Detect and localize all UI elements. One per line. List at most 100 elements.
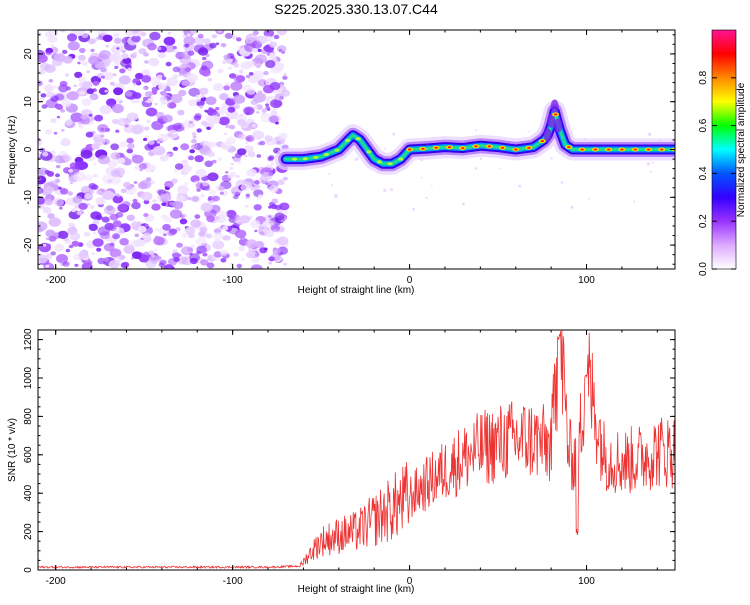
noise-speckle xyxy=(425,196,428,199)
noise-blob xyxy=(121,49,126,54)
noise-blob xyxy=(44,169,51,174)
noise-blob xyxy=(172,249,178,254)
noise-blob xyxy=(231,35,238,40)
noise-blob xyxy=(184,67,192,73)
noise-blob xyxy=(78,90,86,96)
noise-blob xyxy=(252,70,264,80)
noise-blob xyxy=(162,223,172,231)
noise-blob xyxy=(277,236,289,246)
ridge-spike xyxy=(550,99,559,114)
ridge-peak xyxy=(460,147,465,150)
noise-blob xyxy=(86,70,90,74)
noise-blob xyxy=(127,67,132,72)
noise-speckle xyxy=(412,207,415,211)
spectrogram-ytick-label: 20 xyxy=(23,48,34,60)
noise-blob xyxy=(130,257,134,260)
noise-blob xyxy=(76,210,83,216)
noise-speckle xyxy=(560,181,564,184)
spectrogram-ytick-label: -10 xyxy=(23,190,34,205)
noise-blob xyxy=(215,214,227,223)
noise-blob xyxy=(172,252,180,259)
noise-blob xyxy=(196,245,207,254)
snr-ytick-label: 0 xyxy=(23,567,34,573)
noise-blob xyxy=(100,67,107,73)
noise-blob xyxy=(66,33,78,42)
noise-blob xyxy=(95,214,103,221)
noise-blob xyxy=(248,72,254,76)
noise-blob xyxy=(199,87,209,95)
noise-speckle xyxy=(479,157,483,160)
noise-blob xyxy=(125,91,133,97)
noise-blob xyxy=(98,50,112,60)
noise-blob xyxy=(222,225,229,231)
noise-blob xyxy=(282,75,288,80)
noise-blob xyxy=(133,181,138,184)
noise-blob xyxy=(172,146,179,151)
ridge-peak xyxy=(447,146,452,149)
noise-blob xyxy=(101,216,110,223)
ridge-peak xyxy=(434,146,438,149)
noise-blob xyxy=(272,108,276,112)
noise-blob xyxy=(166,129,179,139)
noise-blob xyxy=(160,193,172,202)
ridge-peak xyxy=(646,148,651,151)
noise-blob xyxy=(108,212,113,216)
noise-blob xyxy=(223,54,231,60)
ridge-peak xyxy=(659,148,664,151)
noise-blob xyxy=(187,155,195,161)
noise-blob xyxy=(58,186,62,190)
noise-blob xyxy=(224,32,233,40)
noise-blob xyxy=(201,69,211,77)
noise-blob xyxy=(170,230,176,235)
noise-blob xyxy=(223,235,231,241)
noise-blob xyxy=(110,143,120,151)
noise-blob xyxy=(233,75,245,84)
noise-blob xyxy=(255,54,267,64)
noise-blob xyxy=(95,197,106,205)
noise-blob xyxy=(257,48,262,53)
noise-blob xyxy=(97,226,110,236)
noise-blob xyxy=(115,209,119,213)
noise-blob xyxy=(67,191,73,196)
noise-blob xyxy=(233,63,240,68)
noise-blob xyxy=(283,262,288,266)
ridge-hotspot xyxy=(292,157,298,161)
noise-blob xyxy=(190,175,200,183)
noise-speckle xyxy=(475,129,478,132)
noise-blob xyxy=(282,176,288,181)
noise-blob xyxy=(194,214,201,219)
noise-blob xyxy=(157,46,162,51)
noise-blob xyxy=(53,131,58,135)
noise-blob xyxy=(143,199,150,205)
noise-blob xyxy=(64,119,73,126)
noise-blob xyxy=(148,93,152,96)
noise-blob xyxy=(244,154,248,158)
noise-blob xyxy=(215,42,220,45)
noise-blob xyxy=(107,159,118,168)
noise-blob xyxy=(78,202,88,210)
noise-blob xyxy=(66,91,79,101)
noise-blob xyxy=(240,183,250,192)
noise-blob xyxy=(61,128,65,132)
noise-blob xyxy=(245,239,258,249)
noise-blob xyxy=(110,169,121,178)
noise-blob xyxy=(256,111,260,114)
noise-blob xyxy=(134,233,140,238)
ridge-spike xyxy=(543,128,552,143)
noise-blob xyxy=(182,119,194,129)
noise-blob xyxy=(142,96,148,101)
noise-blob xyxy=(192,135,197,139)
noise-blob xyxy=(104,205,116,215)
noise-blob xyxy=(62,261,70,267)
noise-blob xyxy=(74,71,83,79)
noise-speckle xyxy=(392,132,396,136)
noise-blob xyxy=(156,140,161,144)
noise-blob xyxy=(115,97,121,102)
noise-blob xyxy=(191,132,197,136)
noise-blob xyxy=(83,231,91,237)
noise-blob xyxy=(44,198,53,206)
noise-blob xyxy=(208,115,220,125)
noise-blob xyxy=(45,237,50,240)
noise-speckle xyxy=(354,157,359,162)
noise-blob xyxy=(253,92,267,103)
